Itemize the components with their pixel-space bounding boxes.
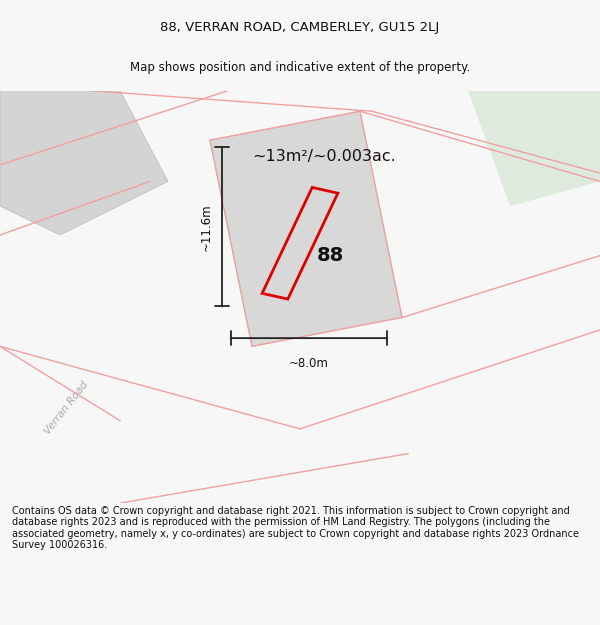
Polygon shape bbox=[468, 91, 600, 206]
Text: 88: 88 bbox=[316, 246, 344, 265]
Text: ~13m²/~0.003ac.: ~13m²/~0.003ac. bbox=[252, 149, 396, 164]
Polygon shape bbox=[210, 111, 402, 346]
Text: ~8.0m: ~8.0m bbox=[289, 357, 329, 369]
Text: 88, VERRAN ROAD, CAMBERLEY, GU15 2LJ: 88, VERRAN ROAD, CAMBERLEY, GU15 2LJ bbox=[160, 21, 440, 34]
Text: Contains OS data © Crown copyright and database right 2021. This information is : Contains OS data © Crown copyright and d… bbox=[12, 506, 579, 551]
Text: Map shows position and indicative extent of the property.: Map shows position and indicative extent… bbox=[130, 61, 470, 74]
Polygon shape bbox=[0, 91, 168, 235]
Text: Verran Road: Verran Road bbox=[42, 380, 90, 437]
Text: ~11.6m: ~11.6m bbox=[200, 203, 213, 251]
